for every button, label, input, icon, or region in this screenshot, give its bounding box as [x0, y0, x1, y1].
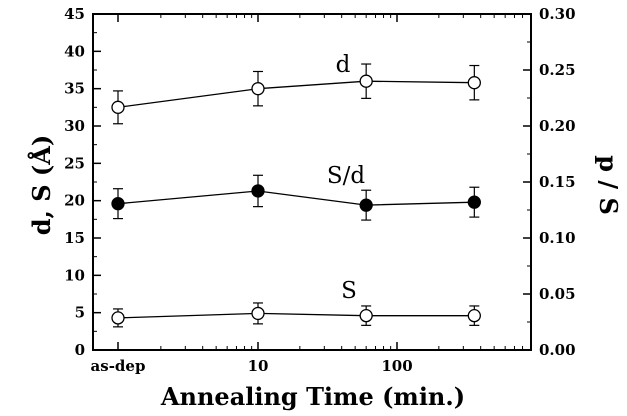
plot-frame [92, 13, 532, 351]
y-right-tick-label: 0.30 [539, 5, 576, 23]
y-right-tick-label: 0.25 [539, 61, 576, 79]
data-point [111, 197, 125, 211]
series-label-d: d [336, 52, 351, 78]
data-point [359, 309, 373, 323]
x-tick-label: 10 [248, 357, 269, 375]
y-left-tick-label: 0 [75, 341, 85, 359]
y-left-tick-label: 15 [64, 229, 85, 247]
y-left-tick-label: 25 [64, 154, 85, 172]
y-axis-title-right: p / S [594, 155, 623, 215]
data-point [359, 198, 373, 212]
series-line-1 [117, 190, 475, 206]
x-tick-label: 100 [381, 357, 412, 375]
y-left-tick-label: 30 [64, 117, 85, 135]
data-point [111, 100, 125, 114]
x-tick-label: as-dep [91, 357, 146, 375]
data-point [251, 184, 265, 198]
y-right-tick-label: 0.05 [539, 285, 576, 303]
y-right-tick-label: 0.10 [539, 229, 576, 247]
y-left-tick-label: 20 [64, 192, 85, 210]
y-right-tick-label: 0.20 [539, 117, 576, 135]
series-line-0 [117, 80, 475, 108]
series-label-sd: S/d [327, 163, 366, 189]
y-left-tick-label: 35 [64, 80, 85, 98]
y-axis-title-left: d, S (Å) [27, 135, 56, 236]
y-right-tick-label: 0.00 [539, 341, 576, 359]
y-left-tick-label: 10 [64, 266, 85, 284]
y-right-tick-label: 0.15 [539, 173, 576, 191]
x-axis-title: Annealing Time (min.) [160, 382, 465, 411]
data-point [467, 309, 481, 323]
data-point [251, 82, 265, 96]
y-left-tick-label: 40 [64, 42, 85, 60]
data-point [467, 195, 481, 209]
y-left-tick-label: 45 [64, 5, 85, 23]
series-layer [111, 63, 481, 328]
y-left-tick-label: 5 [75, 304, 85, 322]
ticks: 0 5 10 15 20 25 30 35 40 45 0.00 0.05 0.10 0.15 0.20 0.… [64, 5, 575, 375]
series-label-s: S [341, 278, 357, 304]
data-point [251, 306, 265, 321]
series-line-2 [117, 312, 475, 319]
data-point [467, 76, 481, 90]
data-point [359, 74, 373, 88]
data-point [111, 311, 125, 325]
